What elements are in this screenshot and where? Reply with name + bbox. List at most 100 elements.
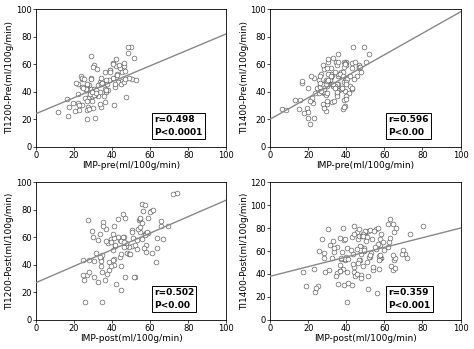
Point — [318, 81, 326, 87]
Text: r=0.596
P<0.00: r=0.596 P<0.00 — [388, 116, 428, 137]
Point — [375, 257, 383, 263]
Point — [102, 87, 110, 92]
Point — [384, 221, 392, 227]
Point — [110, 262, 118, 267]
Point — [348, 60, 356, 66]
Point — [341, 256, 349, 262]
Point — [298, 79, 306, 84]
Point — [317, 84, 324, 90]
Point — [114, 234, 121, 240]
Point — [353, 271, 360, 277]
Point — [323, 101, 331, 106]
Point — [77, 73, 85, 79]
Point — [337, 256, 345, 261]
Point — [129, 236, 137, 241]
Point — [102, 87, 109, 92]
Point — [312, 285, 320, 291]
Point — [111, 81, 119, 87]
Point — [138, 221, 146, 226]
Point — [320, 250, 328, 255]
Point — [379, 239, 387, 245]
Point — [351, 232, 358, 237]
Point — [340, 64, 347, 69]
Point — [357, 273, 365, 278]
Point — [349, 252, 356, 257]
Point — [89, 89, 96, 95]
Point — [340, 97, 347, 103]
Point — [138, 236, 146, 242]
Point — [120, 60, 128, 66]
Point — [316, 90, 323, 96]
Point — [333, 89, 341, 95]
Point — [99, 299, 106, 304]
Point — [357, 69, 365, 74]
Point — [392, 225, 400, 231]
Point — [122, 244, 130, 249]
Point — [79, 84, 86, 90]
Point — [330, 98, 337, 104]
Point — [109, 247, 117, 252]
Point — [338, 85, 346, 90]
Point — [98, 269, 105, 275]
Point — [128, 227, 136, 233]
Point — [346, 73, 354, 79]
Point — [83, 98, 91, 103]
Point — [106, 260, 113, 265]
Point — [342, 59, 350, 65]
Point — [125, 44, 132, 50]
Point — [389, 252, 397, 258]
Point — [81, 95, 89, 101]
Point — [327, 71, 335, 77]
Point — [310, 116, 318, 121]
Point — [355, 258, 363, 263]
Point — [387, 216, 394, 222]
Point — [360, 246, 368, 251]
Point — [374, 241, 382, 246]
Point — [136, 224, 144, 230]
Point — [120, 239, 128, 245]
Point — [373, 226, 380, 232]
Point — [301, 110, 308, 116]
Point — [97, 256, 105, 262]
Point — [140, 245, 147, 251]
Point — [348, 87, 356, 92]
Point — [81, 299, 89, 305]
Point — [128, 44, 135, 50]
Point — [326, 77, 334, 83]
Point — [338, 85, 346, 90]
Point — [304, 85, 312, 90]
Point — [112, 74, 120, 80]
Point — [331, 245, 338, 251]
Point — [87, 86, 95, 92]
Point — [319, 237, 326, 242]
Point — [333, 91, 340, 97]
Point — [99, 219, 107, 225]
Point — [343, 79, 350, 84]
Point — [319, 62, 327, 67]
Point — [371, 244, 379, 250]
Point — [348, 234, 356, 239]
Point — [357, 251, 365, 257]
Point — [144, 230, 152, 236]
X-axis label: IMP-post(ml/100g/min): IMP-post(ml/100g/min) — [314, 334, 417, 343]
Point — [326, 242, 334, 247]
Point — [333, 270, 341, 276]
Point — [76, 103, 83, 108]
Point — [327, 65, 335, 71]
Point — [325, 267, 332, 273]
Point — [98, 105, 105, 110]
Point — [123, 250, 131, 255]
Point — [101, 69, 109, 74]
Point — [137, 229, 144, 235]
Point — [121, 244, 128, 250]
Point — [345, 90, 353, 96]
Point — [385, 244, 392, 250]
Y-axis label: Tl1400-Pre(ml/100g/min): Tl1400-Pre(ml/100g/min) — [240, 21, 249, 134]
Point — [340, 237, 347, 243]
Point — [142, 230, 149, 236]
Point — [147, 208, 155, 214]
Point — [360, 248, 368, 253]
Point — [338, 249, 346, 255]
Point — [323, 77, 330, 83]
Point — [376, 242, 384, 248]
